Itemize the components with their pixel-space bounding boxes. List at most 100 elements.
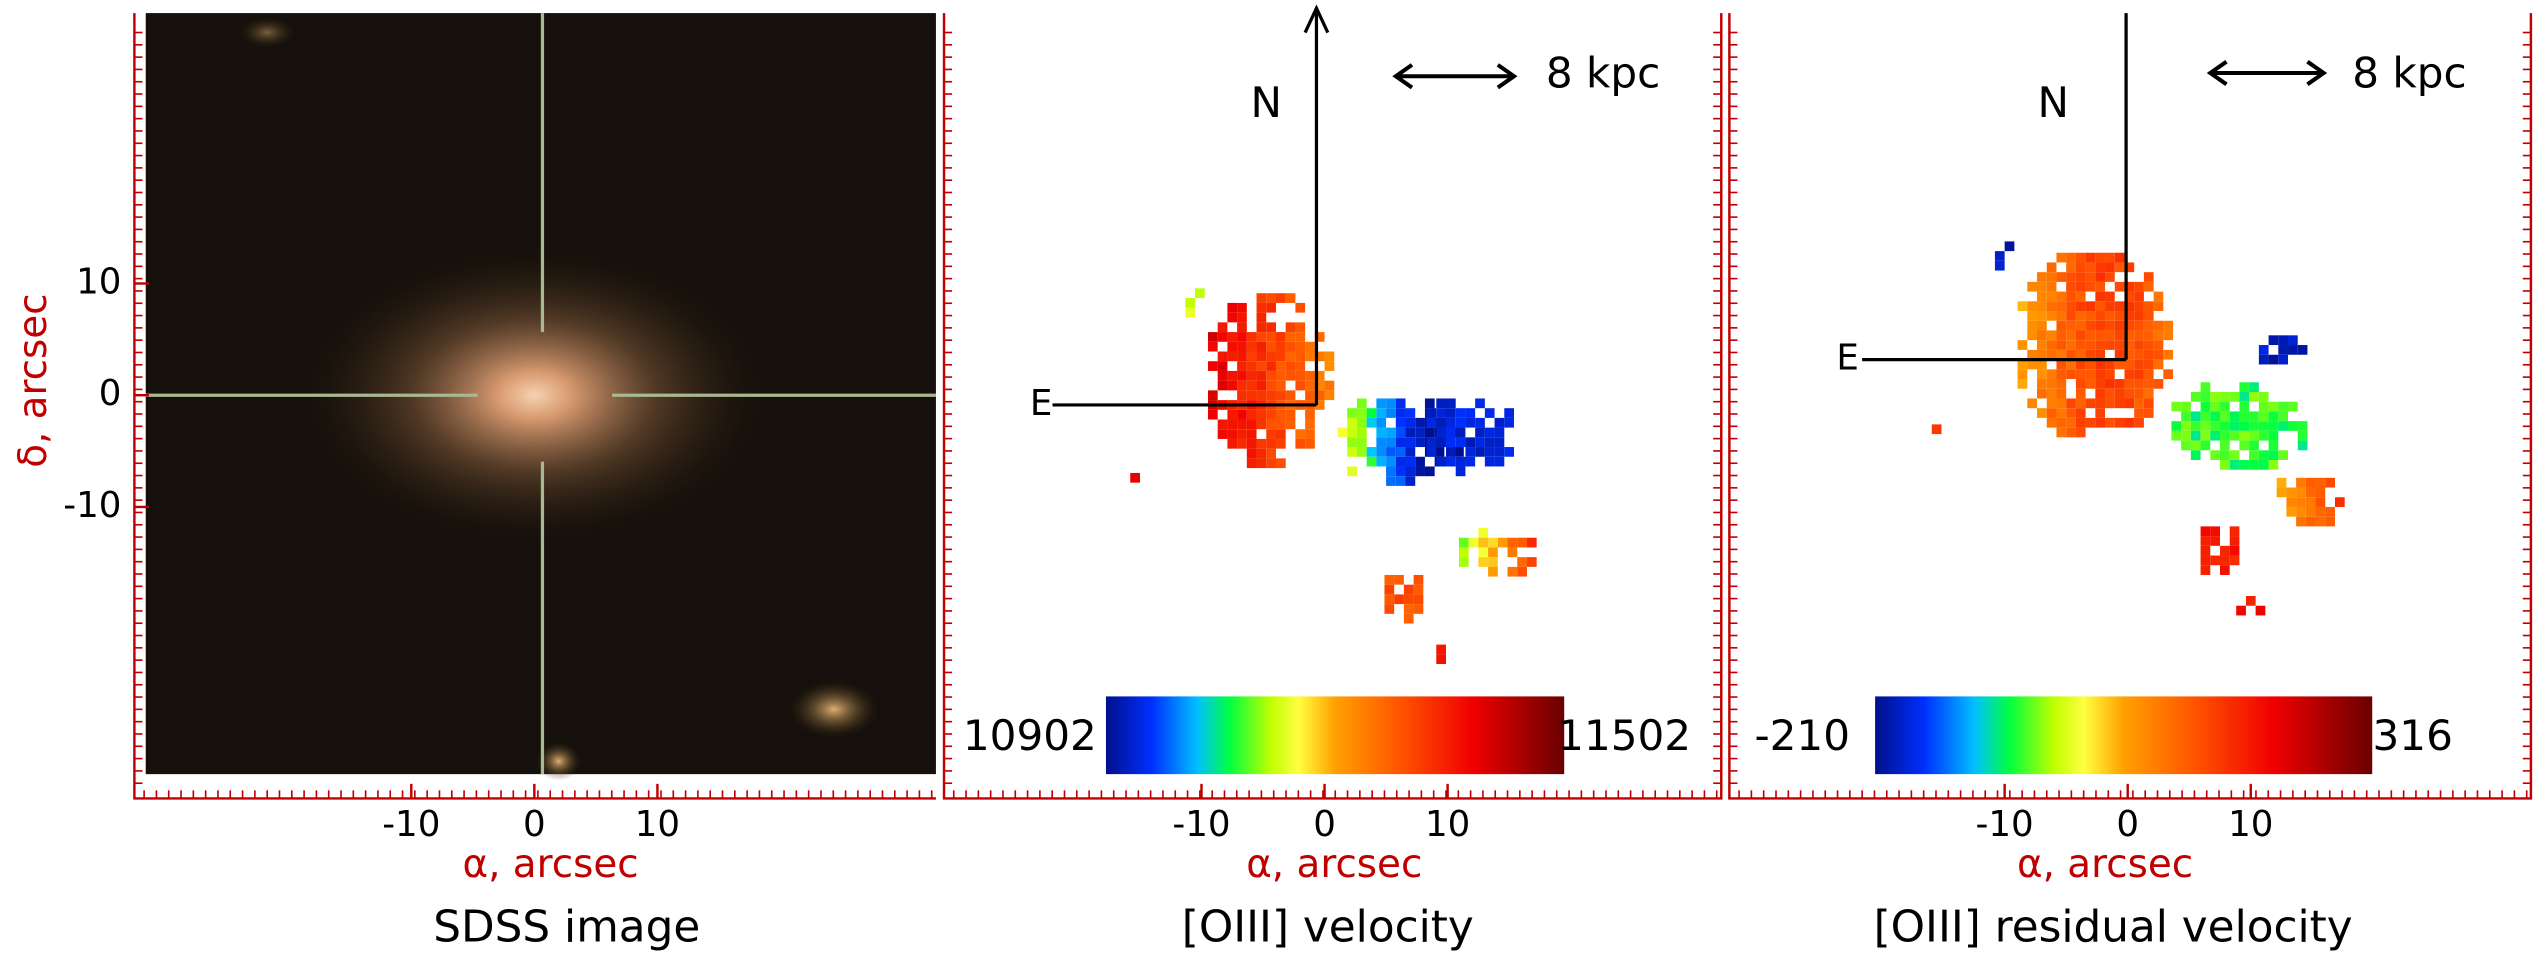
- map-pixel: [2153, 349, 2164, 360]
- map-pixel: [1246, 390, 1257, 401]
- map-pixel: [2046, 340, 2057, 350]
- map-pixel: [2245, 596, 2256, 606]
- map-pixel: [2085, 340, 2096, 350]
- map-pixel: [1405, 427, 1416, 438]
- map-pixel: [1504, 447, 1515, 457]
- map-pixel: [2334, 497, 2345, 507]
- map-pixel: [2220, 411, 2230, 422]
- map-pixel: [1384, 574, 1395, 585]
- map-pixel: [2114, 281, 2125, 292]
- map-pixel: [1237, 370, 1247, 381]
- map-pixel: [2085, 398, 2096, 409]
- map-pixel: [1475, 437, 1485, 448]
- map-pixel: [2268, 421, 2279, 431]
- map-pixel: [1415, 437, 1425, 448]
- map-pixel: [1376, 417, 1387, 428]
- map-pixel: [1454, 447, 1464, 457]
- map-pixel: [1237, 380, 1247, 391]
- map-pixel: [1256, 370, 1267, 381]
- map-pixel: [2095, 252, 2106, 263]
- map-pixel: [1227, 380, 1238, 391]
- map-pixel: [1347, 408, 1357, 418]
- map-pixel: [2163, 330, 2174, 341]
- map-pixel: [1405, 466, 1416, 477]
- map-pixel: [2105, 359, 2115, 370]
- y-tick-label: -10: [63, 485, 121, 526]
- map-pixel: [2046, 262, 2057, 273]
- map-pixel: [1484, 456, 1495, 467]
- map-pixel: [1395, 417, 1406, 428]
- map-pixel: [2027, 311, 2038, 321]
- map-pixel: [2056, 379, 2067, 389]
- map-pixel: [1256, 293, 1267, 303]
- map-pixel: [1415, 456, 1425, 467]
- map-pixel: [2239, 421, 2250, 431]
- map-pixel: [2085, 262, 2096, 273]
- map-pixel: [2075, 340, 2086, 350]
- map-pixel: [1305, 370, 1315, 381]
- map-pixel: [2105, 301, 2115, 312]
- x-tick-label: 10: [635, 804, 680, 845]
- map-pixel: [2114, 311, 2125, 321]
- map-pixel: [2134, 417, 2144, 428]
- map-pixel: [2027, 281, 2038, 292]
- map-pixel: [2017, 379, 2028, 389]
- map-pixel: [1324, 351, 1335, 362]
- map-pixel: [1266, 332, 1276, 342]
- map-pixel: [1356, 398, 1367, 409]
- panel-title: [OIII] residual velocity: [1874, 902, 2353, 953]
- map-pixel: [1455, 456, 1466, 467]
- map-pixel: [1507, 566, 1518, 577]
- map-pixel: [1436, 417, 1446, 428]
- map-pixel: [2229, 421, 2240, 431]
- map-pixel: [1246, 332, 1257, 342]
- map-pixel: [2056, 398, 2067, 409]
- map-pixel: [2134, 330, 2144, 341]
- map-pixel: [2037, 369, 2047, 380]
- map-pixel: [1227, 351, 1238, 362]
- map-pixel: [2286, 506, 2297, 517]
- map-pixel: [1305, 390, 1315, 401]
- map-pixel: [2095, 369, 2106, 380]
- map-pixel: [1484, 437, 1495, 448]
- map-pixel: [1403, 584, 1414, 595]
- map-pixel: [2075, 301, 2086, 312]
- map-pixel: [1488, 547, 1498, 558]
- map-pixel: [1266, 448, 1276, 459]
- map-pixel: [2249, 421, 2259, 431]
- scale-label: 8 kpc: [1546, 49, 1660, 98]
- map-pixel: [2095, 311, 2106, 321]
- map-pixel: [1237, 409, 1247, 420]
- map-pixel: [1465, 408, 1476, 418]
- map-pixel: [2153, 359, 2164, 370]
- map-pixel: [1386, 408, 1396, 418]
- map-pixel: [1246, 351, 1257, 362]
- map-pixel: [2124, 291, 2135, 302]
- map-pixel: [1494, 417, 1505, 428]
- map-pixel: [2296, 497, 2306, 507]
- map-pixel: [1256, 351, 1267, 362]
- map-pixel: [1413, 604, 1424, 614]
- map-pixel: [2114, 330, 2125, 341]
- map-pixel: [1494, 437, 1505, 448]
- map-pixel: [2095, 417, 2106, 428]
- map-pixel: [2066, 281, 2076, 292]
- map-pixel: [1275, 293, 1286, 303]
- map-pixel: [2278, 345, 2289, 355]
- map-pixel: [2268, 430, 2279, 441]
- map-pixel: [1458, 547, 1469, 558]
- map-pixel: [1256, 458, 1267, 469]
- map-pixel: [2181, 411, 2191, 422]
- map-pixel: [1285, 370, 1296, 381]
- map-pixel: [2210, 430, 2221, 441]
- colorbar-min: 10902: [963, 711, 1097, 760]
- map-pixel: [1237, 419, 1247, 430]
- map-pixel: [2066, 252, 2076, 263]
- map-pixel: [2027, 398, 2038, 409]
- map-pixel: [1394, 574, 1404, 585]
- map-pixel: [1266, 458, 1276, 469]
- north-label: N: [2037, 78, 2069, 127]
- map-pixel: [2124, 340, 2135, 350]
- map-pixel: [2105, 262, 2115, 273]
- map-pixel: [2200, 440, 2211, 451]
